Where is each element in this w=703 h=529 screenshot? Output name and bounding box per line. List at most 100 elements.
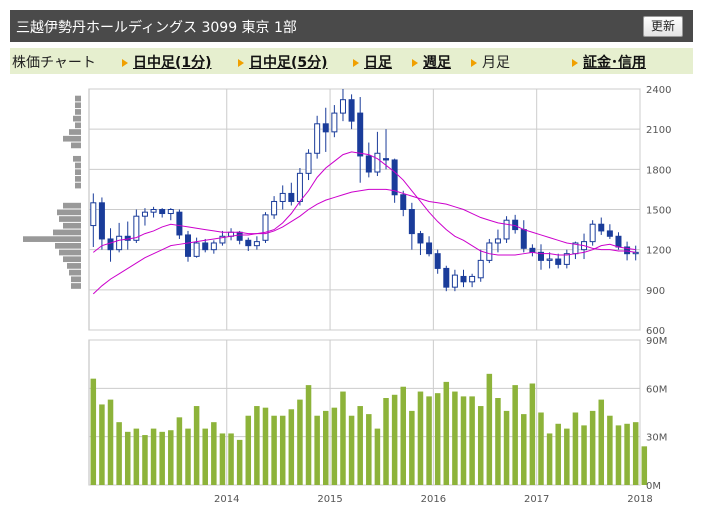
volume-bar — [615, 425, 622, 485]
volume-bar — [331, 407, 338, 485]
volume-bar — [236, 439, 243, 485]
candle-body — [434, 253, 441, 269]
candle-body — [615, 235, 622, 248]
candle-body — [288, 192, 295, 202]
candle-body — [503, 219, 510, 240]
tab-intraday-5min[interactable]: 日中足(5分) — [238, 52, 328, 72]
price-tick-label: 2100 — [646, 125, 671, 136]
volume-profile-bar — [75, 182, 81, 189]
arrow-right-icon — [353, 59, 359, 67]
volume-profile-bar — [59, 216, 81, 222]
volume-bar — [150, 428, 157, 485]
price-tick-label: 600 — [646, 326, 665, 337]
volume-bar — [426, 396, 432, 485]
price-tick-label: 2400 — [646, 85, 671, 96]
candle-body — [443, 267, 450, 288]
volume-profile-bar — [23, 236, 81, 242]
candle-body — [90, 202, 97, 227]
tab-label: 月足 — [482, 55, 510, 71]
candle-body — [400, 194, 407, 210]
volume-profile-bar — [75, 109, 81, 115]
volume-bar — [271, 415, 277, 485]
volume-profile-bar — [53, 229, 81, 236]
volume-bar — [202, 428, 208, 485]
tab-label: 株価チャート — [12, 55, 96, 71]
volume-bar — [546, 433, 553, 485]
candle-body — [314, 123, 321, 154]
volume-bar — [314, 415, 320, 485]
volume-bar — [572, 412, 579, 485]
tab-label: 週足 — [423, 55, 451, 71]
volume-profile-bar — [71, 283, 81, 289]
tab-label: 証金･信用 — [583, 55, 646, 71]
volume-bar — [495, 398, 501, 485]
volume-profile-bar — [75, 102, 81, 109]
candle-body — [193, 242, 200, 257]
candle-body — [141, 211, 148, 217]
candle-body — [383, 158, 390, 161]
refresh-button[interactable]: 更新 — [643, 16, 683, 37]
volume-profile — [23, 95, 81, 289]
tab-label: 日足 — [364, 55, 392, 71]
volume-profile-bar — [55, 242, 81, 249]
candle-body — [365, 155, 372, 173]
volume-tick-label: 0M — [646, 481, 661, 492]
moving-average-long — [92, 188, 636, 295]
volume-bar — [219, 433, 226, 485]
volume-bar — [254, 406, 260, 485]
tab-weekly[interactable]: 週足 — [412, 52, 451, 72]
candle-body — [469, 275, 476, 283]
candle-body — [426, 242, 433, 255]
price-tick-label: 1800 — [646, 165, 671, 176]
tab-margin-credit[interactable]: 証金･信用 — [572, 52, 646, 72]
volume-series — [90, 373, 648, 485]
candle-body — [451, 274, 458, 288]
volume-bar — [374, 428, 381, 485]
x-tick-label: 2018 — [627, 494, 652, 505]
volume-profile-bar — [75, 122, 81, 129]
candle-body — [202, 242, 209, 251]
volume-profile-bar — [63, 256, 81, 263]
candle-body — [98, 202, 105, 240]
volume-bar — [279, 415, 286, 485]
volume-profile-bar — [75, 176, 81, 182]
candle-body — [133, 215, 140, 241]
volume-bar — [391, 394, 398, 485]
candle-body — [624, 246, 631, 255]
candle-body — [408, 209, 415, 235]
volume-profile-bar — [57, 209, 81, 216]
volume-bar — [409, 410, 415, 485]
volume-bar — [176, 417, 183, 485]
volume-profile-bar — [71, 142, 81, 149]
volume-bar — [641, 446, 648, 485]
candle-body — [271, 200, 278, 216]
volume-profile-bar — [73, 115, 81, 122]
candle-body — [210, 242, 217, 251]
volume-bar — [434, 393, 441, 485]
volume-bar — [142, 435, 148, 485]
volume-bar — [477, 406, 484, 485]
price-tick-label: 1500 — [646, 206, 671, 217]
volume-profile-bar — [75, 162, 81, 169]
volume-bar — [486, 373, 493, 485]
tab-daily[interactable]: 日足 — [353, 52, 392, 72]
tab-intraday-1min[interactable]: 日中足(1分) — [122, 52, 212, 72]
volume-bar — [538, 412, 544, 485]
candle-body — [348, 99, 355, 122]
candle-body — [339, 99, 346, 114]
tab-label: 日中足(5分) — [249, 55, 328, 71]
candle-body — [563, 253, 570, 265]
x-tick-label: 2017 — [524, 494, 549, 505]
tab-label: 日中足(1分) — [133, 55, 212, 71]
volume-profile-bar — [73, 155, 81, 162]
arrow-right-icon — [122, 59, 128, 67]
candle-body — [236, 231, 243, 241]
candle-body — [245, 239, 252, 247]
volume-bar — [469, 396, 475, 485]
candle-body — [537, 251, 544, 261]
candle-body — [494, 238, 501, 244]
volume-profile-bar — [71, 276, 81, 283]
tab-monthly: 月足 — [471, 52, 510, 72]
